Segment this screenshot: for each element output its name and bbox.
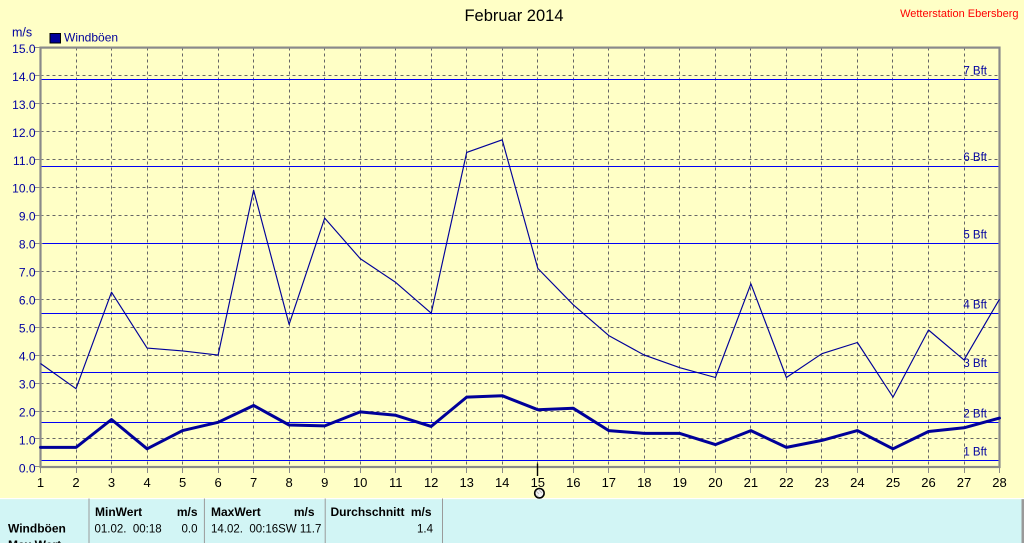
svg-text:5 Bft: 5 Bft: [963, 229, 987, 241]
svg-text:m/s: m/s: [12, 26, 32, 40]
svg-text:19: 19: [673, 475, 687, 490]
svg-text:m/s: m/s: [294, 505, 315, 519]
svg-text:6.0: 6.0: [19, 294, 36, 308]
svg-text:21: 21: [744, 475, 758, 490]
svg-text:6 Bft: 6 Bft: [963, 152, 987, 164]
svg-text:MinWert: MinWert: [95, 505, 142, 519]
svg-text:10: 10: [353, 475, 367, 490]
svg-text:4 Bft: 4 Bft: [963, 299, 987, 311]
svg-text:8: 8: [285, 475, 292, 490]
svg-text:18: 18: [637, 475, 651, 490]
svg-text:12: 12: [424, 475, 438, 490]
svg-text:25: 25: [886, 475, 900, 490]
svg-text:7: 7: [250, 475, 257, 490]
svg-text:9: 9: [321, 475, 328, 490]
svg-text:11.0: 11.0: [13, 154, 36, 168]
svg-text:28: 28: [992, 475, 1006, 490]
svg-text:8.0: 8.0: [19, 238, 36, 252]
svg-text:13.0: 13.0: [12, 98, 36, 112]
svg-text:Durchschnitt: Durchschnitt: [331, 505, 405, 519]
svg-text:27: 27: [957, 475, 971, 490]
svg-text:Februar 2014: Februar 2014: [464, 7, 563, 25]
svg-text:1: 1: [37, 475, 44, 490]
svg-text:1.0: 1.0: [19, 433, 36, 447]
svg-text:3 Bft: 3 Bft: [963, 358, 987, 370]
svg-text:2: 2: [72, 475, 79, 490]
svg-text:23: 23: [815, 475, 829, 490]
svg-text:5: 5: [179, 475, 186, 490]
svg-text:Wetterstation Ebersberg: Wetterstation Ebersberg: [900, 8, 1018, 20]
svg-text:13: 13: [459, 475, 473, 490]
svg-text:MaxWert: MaxWert: [211, 505, 261, 519]
svg-text:Windböen: Windböen: [64, 31, 118, 45]
svg-text:17: 17: [602, 475, 616, 490]
svg-text:4: 4: [143, 475, 150, 490]
svg-text:24: 24: [850, 475, 864, 490]
svg-text:14.02. 00:16SW 11.7: 14.02. 00:16SW 11.7: [211, 524, 321, 536]
svg-text:26: 26: [921, 475, 935, 490]
svg-text:Max.Wert: Max.Wert: [8, 538, 61, 543]
svg-text:0.0: 0.0: [182, 524, 198, 536]
svg-text:0.0: 0.0: [19, 461, 36, 475]
svg-text:01.02. 00:18: 01.02. 00:18: [95, 524, 162, 536]
svg-text:14: 14: [495, 475, 509, 490]
svg-text:9.0: 9.0: [19, 210, 36, 224]
svg-text:12.0: 12.0: [12, 126, 36, 140]
svg-text:20: 20: [708, 475, 722, 490]
svg-text:1 Bft: 1 Bft: [963, 446, 987, 458]
svg-text:15.0: 15.0: [12, 42, 36, 56]
svg-text:6: 6: [214, 475, 221, 490]
svg-text:4.0: 4.0: [19, 350, 36, 364]
svg-text:5.0: 5.0: [19, 322, 36, 336]
svg-text:2 Bft: 2 Bft: [963, 408, 987, 420]
svg-text:10.0: 10.0: [12, 182, 36, 196]
svg-text:m/s: m/s: [411, 505, 432, 519]
svg-text:7.0: 7.0: [19, 266, 36, 280]
svg-text:22: 22: [779, 475, 793, 490]
svg-text:3.0: 3.0: [19, 378, 36, 392]
svg-text:3: 3: [108, 475, 115, 490]
svg-text:14.0: 14.0: [12, 70, 36, 84]
svg-text:7 Bft: 7 Bft: [963, 65, 987, 77]
svg-text:1.4: 1.4: [417, 524, 434, 536]
svg-text:2.0: 2.0: [19, 406, 36, 420]
svg-text:15: 15: [531, 475, 545, 490]
svg-text:m/s: m/s: [177, 505, 198, 519]
svg-text:Windböen: Windböen: [8, 522, 66, 536]
svg-text:11: 11: [389, 475, 403, 490]
svg-text:16: 16: [566, 475, 580, 490]
